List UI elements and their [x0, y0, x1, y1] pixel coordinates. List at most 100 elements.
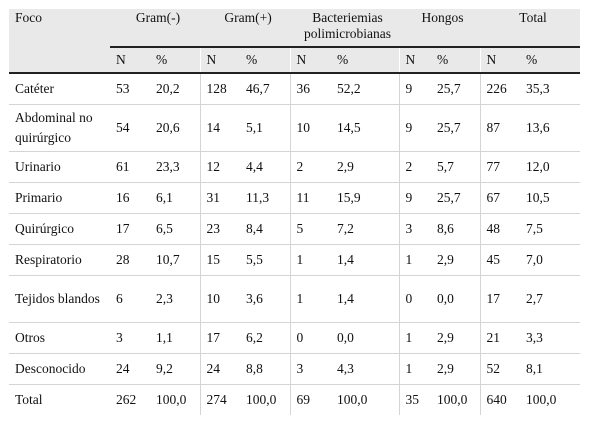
cell-pct: 0,0 [331, 322, 400, 354]
cell-n: 35 [405, 391, 420, 407]
row-label: Catéter [9, 73, 110, 105]
cell-n: 274 [206, 391, 227, 407]
cell-pct: 25,7 [431, 104, 481, 152]
table-body: Catéter 53 20,2 128 46,7 36 52,2 9 25,7 226 35,3 Ab… [9, 73, 581, 415]
subheader-n: N [110, 46, 150, 74]
cell-n: 1 [399, 244, 432, 276]
cell-pct: 14,5 [331, 104, 400, 152]
cell-pct: 100,0 [331, 384, 400, 415]
cell-pct: 52,2 [331, 73, 400, 105]
cell-pct: 6,5 [150, 213, 201, 245]
row-label: Quirúrgico [9, 213, 110, 245]
cell-n: 45 [480, 244, 521, 276]
cell-pct: 4,4 [240, 151, 291, 183]
cell-n: 9 [399, 182, 432, 214]
cell-pct: 20,2 [150, 73, 201, 105]
cell-pct: 11,3 [240, 182, 291, 214]
cell-n: 9 [399, 104, 432, 152]
cell-n: 17 [110, 213, 150, 245]
cell-pct: 8,8 [240, 353, 291, 385]
cell-pct: 7,2 [331, 213, 400, 245]
cell-n: 28 [110, 244, 150, 276]
cell-n: 24 [110, 353, 150, 385]
cell-pct: 7,5 [520, 213, 581, 245]
cell-n: 10 [200, 275, 241, 323]
cell-n: 69 [296, 391, 311, 407]
cell-n: 31 [200, 182, 241, 214]
header-row: Foco Gram(-) Gram(+) Bacteriemias polimi… [9, 9, 581, 47]
cell-pct: 8,6 [431, 213, 481, 245]
subheader-n: N [290, 46, 332, 74]
cell-pct: 3,3 [520, 322, 581, 354]
data-table: Foco Gram(-) Gram(+) Bacteriemias polimi… [9, 9, 581, 415]
cell-pct: 2,9 [431, 353, 481, 385]
cell-n: 1 [290, 275, 332, 323]
table-row: Quirúrgico 17 6,5 23 8,4 5 7,2 3 8,6 48 7,5 [9, 213, 581, 245]
cell-n: 10 [290, 104, 332, 152]
cell-n: 54 [110, 104, 150, 152]
subheader-pct: % [431, 46, 481, 74]
cell-pct: 0,0 [431, 275, 481, 323]
cell-n: 1 [290, 244, 332, 276]
cell-n: 0 [290, 322, 332, 354]
row-label: Respiratorio [9, 244, 110, 276]
cell-n: 24 [200, 353, 241, 385]
table-row: Urinario 61 23,3 12 4,4 2 2,9 2 5,7 77 12,0 [9, 151, 581, 183]
cell-n: 48 [480, 213, 521, 245]
subheader-pct: % [331, 46, 400, 74]
cell-n: 2 [290, 151, 332, 183]
cell-n: 2 [399, 151, 432, 183]
cell-n: 1 [399, 322, 432, 354]
cell-pct: 25,7 [431, 73, 481, 105]
table-row: Catéter 53 20,2 128 46,7 36 52,2 9 25,7 226 35,3 [9, 73, 581, 105]
cell-n: 67 [480, 182, 521, 214]
table-row: Desconocido 24 9,2 24 8,8 3 4,3 1 2,9 52 8,1 [9, 353, 581, 385]
cell-pct: 35,3 [520, 73, 581, 105]
table-row: Respiratorio 28 10,7 15 5,5 1 1,4 1 2,9 45 7,0 [9, 244, 581, 276]
cell-n: 3 [290, 353, 332, 385]
cell-n: 23 [200, 213, 241, 245]
cell-n: 6 [110, 275, 150, 323]
subheader-blank [9, 47, 110, 74]
row-label: Primario [9, 182, 110, 214]
cell-pct: 10,5 [520, 182, 581, 214]
cell-n: 1 [399, 353, 432, 385]
table-row: Tejidos blandos 6 2,3 10 3,6 1 1,4 0 0,0 17 2,7 [9, 275, 581, 323]
cell-pct: 5,1 [240, 104, 291, 152]
cell-n: 3 [110, 322, 150, 354]
header-gram-neg: Gram(-) [110, 9, 201, 47]
cell-n: 77 [480, 151, 521, 183]
table-row: Total 262 100,0 274 100,0 69 100,0 35 100,0 640 10… [9, 384, 580, 415]
subheader-pct: % [150, 46, 201, 74]
cell-pct: 1,1 [150, 322, 201, 354]
header-polimicrobianas: Bacteriemias polimicrobianas [290, 9, 400, 47]
cell-n: 21 [480, 322, 521, 354]
cell-n: 12 [200, 151, 241, 183]
cell-pct: 3,6 [240, 275, 291, 323]
cell-n: 52 [480, 353, 521, 385]
row-label: Desconocido [9, 353, 110, 385]
cell-pct: 5,7 [431, 151, 481, 183]
subheader-n: N [399, 46, 432, 74]
cell-pct: 25,7 [431, 182, 481, 214]
cell-pct: 5,5 [240, 244, 291, 276]
subheader-pct: % [240, 46, 291, 74]
cell-pct: 1,4 [331, 244, 400, 276]
table-row: Abdominal no quirúrgico 54 20,6 14 5,1 10 14,5… [9, 104, 581, 152]
header-foco: Foco [9, 9, 110, 47]
cell-n: 36 [290, 73, 332, 105]
cell-pct: 7,0 [520, 244, 581, 276]
cell-pct: 6,2 [240, 322, 291, 354]
cell-n: 9 [399, 73, 432, 105]
cell-pct: 6,1 [150, 182, 201, 214]
cell-pct: 2,3 [150, 275, 201, 323]
table-row: Otros 3 1,1 17 6,2 0 0,0 1 2,9 21 3,3 [9, 322, 581, 354]
header-total: Total [480, 9, 581, 47]
cell-pct: 100,0 [150, 384, 201, 415]
cell-pct: 9,2 [150, 353, 201, 385]
cell-n: 16 [110, 182, 150, 214]
row-label: Urinario [9, 151, 110, 183]
header-hongos: Hongos [399, 9, 481, 47]
cell-n: 15 [200, 244, 241, 276]
cell-pct: 46,7 [240, 73, 291, 105]
